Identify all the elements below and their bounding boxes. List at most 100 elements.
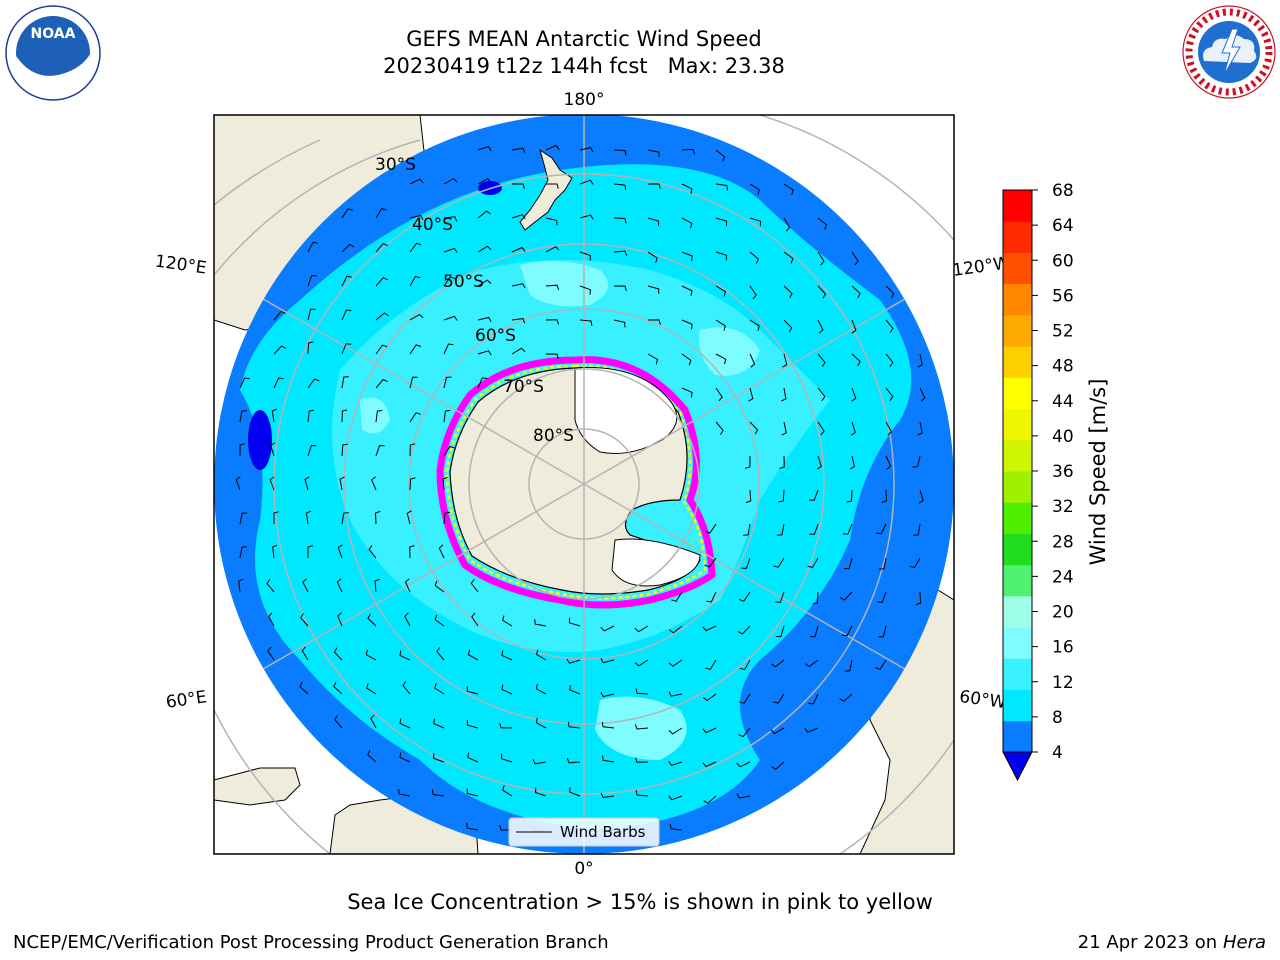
colorbar-segment [1003,439,1032,472]
wind-barb [749,183,760,195]
wind-barb [668,795,683,801]
wind-barb [715,217,728,227]
wind-barb [579,179,594,185]
wind-barb [745,489,752,504]
wind-barb [681,183,693,194]
wind-barb [398,789,411,797]
colorbar-tick-label: 60 [1052,251,1074,271]
wind-barb [443,376,452,389]
wind-barb [341,409,348,423]
africa-land [214,767,301,806]
wind-barb [334,715,343,729]
wind-barb [810,625,819,638]
colorbar-segment [1003,658,1032,691]
sea-ice-caption: Sea Ice Concentration > 15% is shown in … [347,890,933,914]
wind-barb [477,245,492,253]
wind-barb [849,455,855,470]
wind-barb [511,246,526,253]
wind-barb [738,727,751,738]
wind-barb [266,579,275,593]
wind-barb [367,613,377,627]
wind-barb [744,455,751,469]
wind-barb [438,544,445,559]
wind-barb [851,251,859,266]
wind-barb [851,285,861,299]
wind-barb [715,251,728,261]
title-line-2: 20230419 t12z 144h fcst Max: 23.38 [383,54,785,78]
wind-barb [466,720,479,729]
wind-barb [579,285,591,295]
wind-barb [341,512,349,525]
wind-barb [443,409,451,423]
wind-barb [466,823,479,831]
lat-label-70s: 70°S [503,377,544,397]
wind-barb [436,647,445,661]
wind-barb [839,591,853,601]
colorbar-tick-label: 48 [1052,357,1074,377]
wind-barb [409,313,424,321]
wind-barb [443,247,458,253]
wind-barb [681,251,693,262]
wind-barb [647,217,660,226]
wind-barb [817,387,826,401]
noaa-logo-text: NOAA [31,26,76,42]
wind-barb [635,757,649,763]
wind-barb [409,376,418,389]
wind-barb [301,646,309,661]
wind-barb [273,310,286,321]
wind-barb [885,455,892,470]
wind-barb [703,795,717,804]
colorbar-segment [1003,595,1032,628]
colorbar-segment [1003,408,1032,441]
wind-barb [635,688,649,695]
wind-barb [776,523,785,536]
colorbar-tick-label: 12 [1052,673,1074,693]
wind-barb [304,476,310,491]
wind-barb [305,510,312,525]
colorbar-segment [1003,471,1032,503]
lat-label-30s: 30°S [375,155,416,175]
lat-label-50s: 50°S [443,272,484,292]
colorbar-segment [1003,221,1032,253]
colorbar-segment [1003,502,1032,534]
wind-barb [341,275,352,287]
wind-barb [569,684,581,695]
wind-barb [443,446,455,457]
wind-barb [702,625,717,632]
wind-barb [715,183,728,191]
wind-barb [738,591,751,602]
wind-barb [634,724,649,730]
wind-barb [433,753,445,763]
wind-barb [271,408,278,423]
wind-barb [909,557,921,569]
wind-barb [477,146,492,152]
wind-barb [634,659,649,667]
wind-barb [706,591,717,603]
wind-barb [647,319,661,325]
wind-barb [681,353,692,366]
colorbar-under-arrow [1002,751,1033,782]
wind-barb [272,544,278,559]
wind-barb [502,615,513,627]
wind-barb [775,591,785,603]
wind-barb [773,557,785,568]
wind-barb [499,824,512,831]
wind-barb [647,251,658,263]
wind-barb [501,650,513,661]
wind-barb [406,510,412,525]
wind-barb [567,721,581,729]
colorbar-tick-label: 24 [1052,567,1074,587]
colorbar-segment [1003,689,1032,722]
wind-barb [341,243,355,253]
wind-barb [783,183,794,195]
wind-barb [477,377,488,389]
chart-title: GEFS MEAN Antarctic Wind Speed 20230419 … [284,26,884,80]
wind-barb [917,421,923,436]
wind-barb [743,523,751,536]
colorbar-segment [1003,346,1032,378]
wind-barb [783,251,794,264]
wind-barb [409,477,416,491]
wind-barb [477,279,492,287]
wind-barb [404,578,411,593]
